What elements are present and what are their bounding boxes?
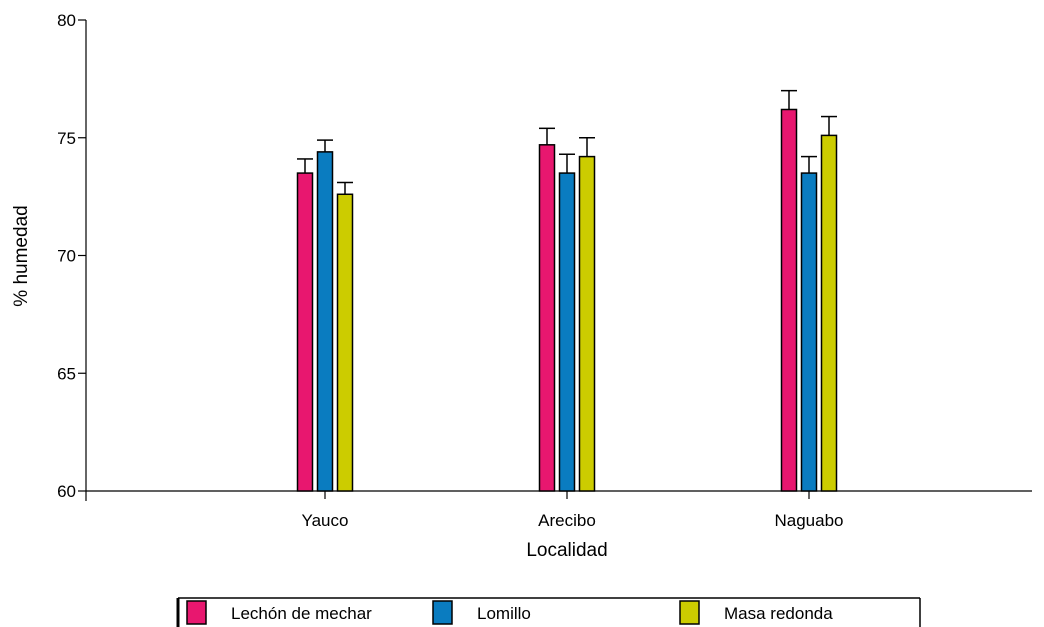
legend-label: Masa redonda — [724, 604, 833, 623]
bar — [296, 172, 314, 492]
y-tick-label: 65 — [57, 364, 76, 383]
y-tick-label: 70 — [57, 247, 76, 266]
legend: Lechón de mechar Lomillo Masa redonda — [176, 597, 921, 627]
legend-swatch — [679, 600, 700, 625]
bar — [780, 108, 798, 492]
bar — [316, 151, 334, 492]
y-tick-label: 75 — [57, 129, 76, 148]
y-tick-label: 60 — [57, 482, 76, 501]
legend-swatch — [432, 600, 453, 625]
legend-swatch — [186, 600, 207, 625]
bar — [820, 134, 838, 492]
legend-label: Lechón de mechar — [231, 604, 372, 623]
x-tick-label: Naguabo — [774, 511, 843, 530]
legend-label: Lomillo — [477, 604, 531, 623]
x-tick-label: Arecibo — [538, 511, 596, 530]
x-axis-title: Localidad — [526, 540, 607, 561]
bar — [538, 144, 556, 492]
bar — [558, 172, 576, 492]
y-tick-label: 80 — [57, 11, 76, 30]
plot-area: 60 65 70 75 80 Yauco Arecibo Naguabo — [57, 11, 1032, 530]
bar — [800, 172, 818, 492]
y-axis-title: % humedad — [11, 205, 32, 306]
bar — [336, 193, 354, 492]
bar — [578, 155, 596, 492]
x-tick-label: Yauco — [302, 511, 349, 530]
